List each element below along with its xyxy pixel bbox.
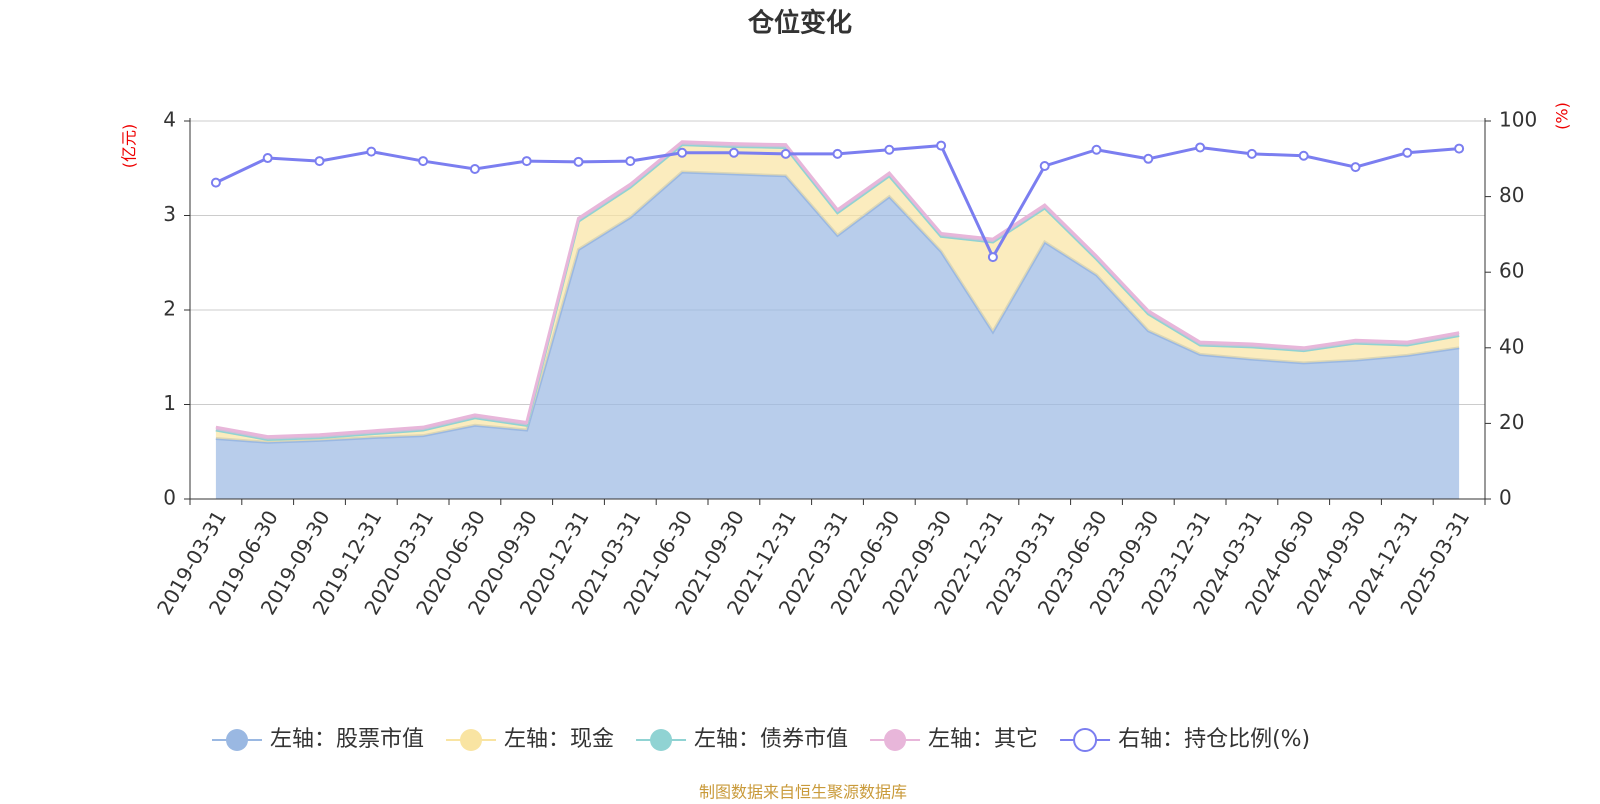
y-tick-label: 2 — [163, 297, 176, 321]
ratio-point — [832, 148, 843, 159]
ratio-point — [1402, 147, 1413, 158]
ratio-point — [1246, 148, 1257, 159]
ratio-point — [573, 156, 584, 167]
y2-tick-label: 100 — [1499, 108, 1537, 132]
legend-item: 左轴：现金 — [446, 727, 614, 752]
legend-label: 左轴：债券市值 — [694, 727, 848, 752]
y-axis-label: (亿元) — [120, 124, 139, 169]
ratio-point — [1195, 142, 1206, 153]
legend-item: 右轴：持仓比例(%) — [1060, 727, 1310, 752]
y2-axis-label: (%) — [1553, 102, 1572, 130]
source-note: 制图数据来自恒生聚源数据库 — [699, 783, 907, 801]
legend-item: 左轴：其它 — [870, 727, 1038, 752]
y-tick-label: 1 — [163, 391, 176, 415]
legend-label: 右轴：持仓比例(%) — [1118, 727, 1310, 752]
legend-item: 左轴：债券市值 — [636, 727, 848, 752]
ratio-point — [418, 156, 429, 167]
ratio-point — [521, 156, 532, 167]
legend: 左轴：股票市值 左轴：现金 左轴：债券市值 左轴：其它 右轴：持仓比例(%) — [212, 727, 1310, 752]
legend-item: 左轴：股票市值 — [212, 727, 424, 752]
ratio-point — [884, 144, 895, 155]
legend-marker — [884, 729, 907, 751]
area — [215, 172, 1460, 499]
legend-label: 左轴：股票市值 — [270, 727, 424, 752]
ratio-point — [625, 156, 636, 167]
legend-marker — [460, 729, 483, 751]
ratio-point — [728, 147, 739, 158]
legend-label: 左轴：现金 — [504, 727, 614, 752]
ratio-point — [1039, 160, 1050, 171]
y-tick-label: 0 — [163, 486, 176, 510]
legend-marker — [1073, 728, 1098, 752]
ratio-point — [210, 177, 221, 188]
ratio-point — [987, 252, 998, 263]
y2-tick-label: 60 — [1499, 259, 1524, 283]
ratio-point — [677, 147, 688, 158]
ratio-point — [469, 164, 480, 175]
ratio-point — [1091, 144, 1102, 155]
ratio-point — [314, 156, 325, 167]
legend-label: 左轴：其它 — [928, 727, 1038, 752]
y2-tick-label: 20 — [1499, 410, 1524, 434]
y-tick-label: 4 — [163, 108, 176, 132]
ratio-point — [1298, 150, 1309, 161]
chart-title: 仓位变化 — [747, 8, 852, 39]
legend-marker — [650, 729, 673, 751]
ratio-point — [1143, 153, 1154, 164]
legend-marker — [226, 729, 248, 751]
ratio-point — [936, 140, 947, 151]
y2-tick-label: 0 — [1499, 486, 1512, 510]
ratio-point — [780, 148, 791, 159]
ratio-point — [1454, 143, 1465, 154]
area-line — [215, 140, 1460, 439]
ratio-point — [262, 153, 273, 164]
ratio-point — [366, 146, 377, 157]
y2-tick-label: 80 — [1499, 183, 1524, 207]
y2-tick-label: 40 — [1499, 334, 1524, 358]
y-tick-label: 3 — [163, 202, 176, 226]
ratio-point — [1350, 162, 1361, 173]
